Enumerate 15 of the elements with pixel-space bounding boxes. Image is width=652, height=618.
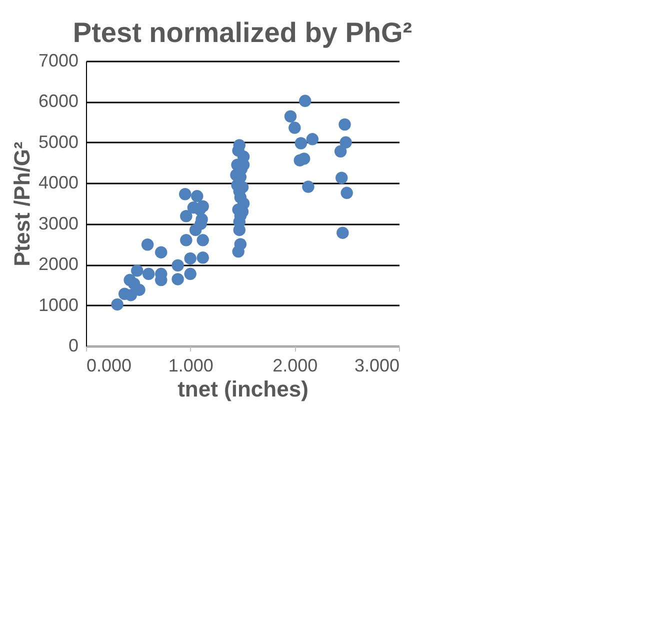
- x-tick-label: 1.000: [168, 356, 214, 376]
- y-axis-title: Ptest /Ph/G²: [9, 142, 34, 266]
- chart-title: Ptest normalized by PhG²: [72, 17, 412, 48]
- x-tick-label: 0.000: [86, 356, 132, 376]
- y-tick-label: 6000: [38, 91, 78, 112]
- y-tick-label: 4000: [38, 172, 78, 193]
- y-tick-label: 2000: [38, 254, 78, 274]
- y-tick-label: 7000: [38, 50, 78, 70]
- x-axis-title: tnet (inches): [178, 376, 308, 402]
- y-tick-label: 1000: [38, 294, 78, 315]
- y-tick-label: 3000: [38, 213, 78, 234]
- y-tick-label: 5000: [38, 132, 78, 152]
- y-tick-label: 0: [68, 336, 78, 356]
- x-tick-label: 2.000: [272, 356, 318, 376]
- x-tick-label: 3.000: [354, 356, 400, 376]
